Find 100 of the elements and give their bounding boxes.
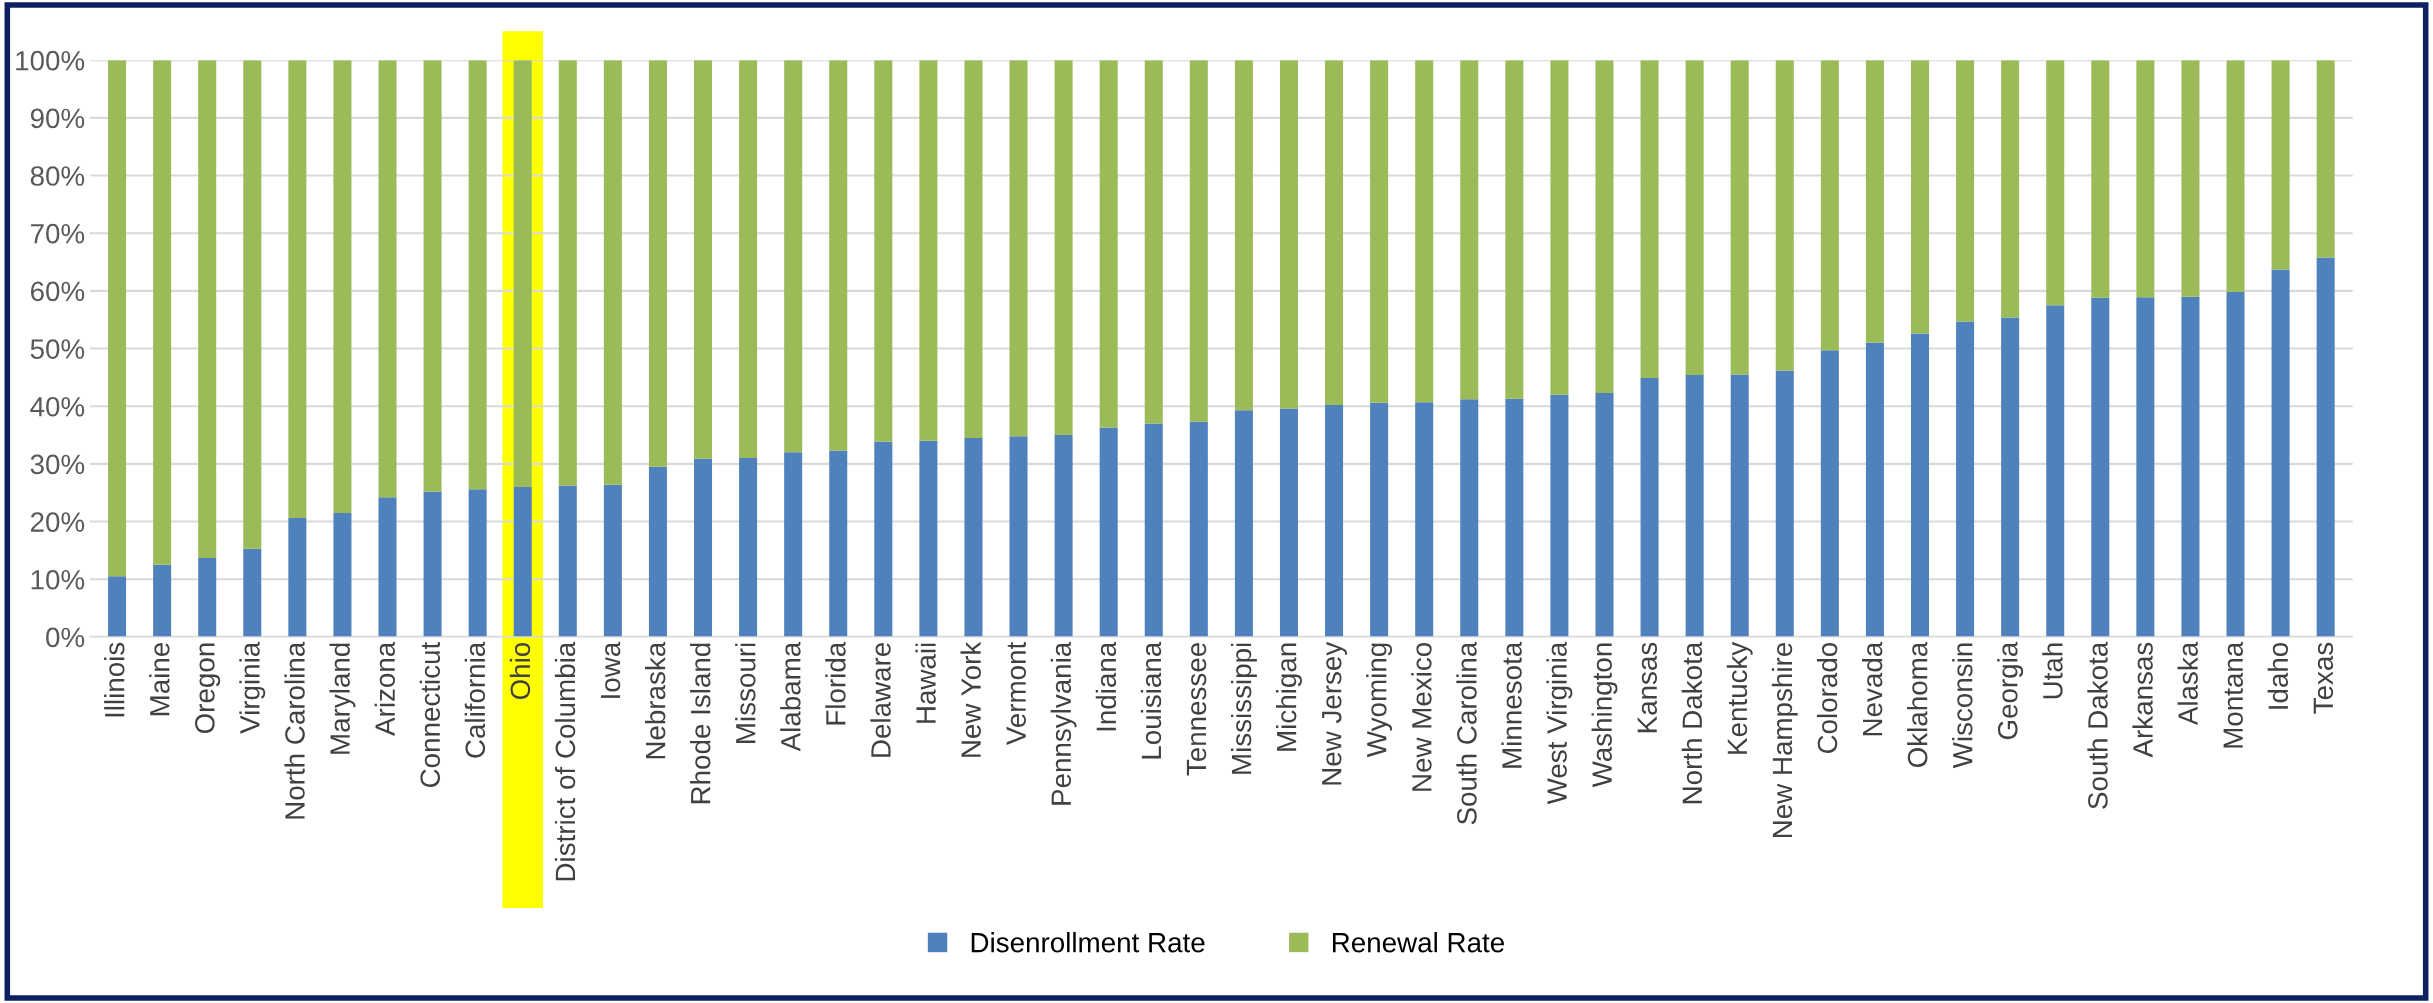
x-tick-label: Hawaii <box>915 643 936 723</box>
bar <box>2271 60 2290 270</box>
x-tick-label: West Virginia <box>1546 641 1573 805</box>
bar <box>1550 60 1569 395</box>
x-tick-label: Arizona <box>374 641 395 736</box>
x-tick-label: South Carolina <box>1456 641 1477 825</box>
x-tick-label: Maine <box>149 642 170 716</box>
x-tick-label: Virginia <box>239 641 266 734</box>
bar <box>1640 60 1659 378</box>
bar <box>423 60 442 492</box>
y-tick-label: 30% <box>30 454 85 475</box>
legend-label: Disenrollment Rate <box>971 932 1205 953</box>
bar <box>1234 410 1253 637</box>
bar <box>1685 60 1704 376</box>
bar <box>1144 423 1163 637</box>
bar <box>1099 427 1118 637</box>
bar <box>1370 402 1389 637</box>
y-tick-label: 10% <box>31 569 85 590</box>
bar <box>2136 60 2155 298</box>
bar <box>1415 60 1434 403</box>
bar <box>288 518 307 637</box>
bar <box>2271 269 2290 637</box>
bar <box>1775 60 1794 371</box>
x-tick-label: Ohio <box>509 642 531 700</box>
bar <box>468 489 487 637</box>
bar <box>1820 350 1839 637</box>
bar <box>874 60 893 442</box>
bar <box>1009 60 1028 437</box>
bar <box>1640 377 1659 637</box>
x-tick-label: Delaware <box>870 642 891 757</box>
bar <box>378 497 397 637</box>
bar <box>1910 60 1930 334</box>
x-tick-label: Mississippi <box>1230 643 1257 774</box>
bar <box>739 60 758 459</box>
x-tick-label: Oklahoma <box>1907 641 1928 768</box>
bar <box>423 491 442 637</box>
bar <box>513 60 532 487</box>
bar <box>2226 60 2245 293</box>
bar <box>739 458 758 637</box>
bar <box>603 484 622 637</box>
bar <box>108 576 127 637</box>
bar <box>108 60 127 577</box>
bar <box>2001 317 2020 637</box>
bar <box>1234 60 1253 411</box>
bar <box>694 60 713 459</box>
bar <box>784 452 803 637</box>
bar <box>198 557 217 637</box>
bar <box>198 60 217 558</box>
y-tick-label: 0% <box>46 627 85 648</box>
bar <box>1279 60 1298 409</box>
bar <box>153 60 172 565</box>
bar <box>2001 60 2020 318</box>
bar <box>378 60 397 498</box>
y-tick-label: 70% <box>30 223 85 244</box>
x-tick-label: Missouri <box>735 643 756 743</box>
bar <box>513 486 532 637</box>
x-tick-label: Indiana <box>1095 641 1117 731</box>
bar <box>1865 60 1884 343</box>
bar <box>1865 342 1884 637</box>
bar <box>2046 305 2065 637</box>
bar <box>1956 321 1975 637</box>
bar <box>333 60 352 513</box>
bar <box>1595 60 1614 393</box>
x-tick-label: Illinois <box>104 642 125 717</box>
bar <box>2181 296 2200 637</box>
x-tick-label: Rhode Island <box>690 643 711 804</box>
bar <box>1505 398 1524 637</box>
y-tick-label: 90% <box>30 108 85 129</box>
x-tick-label: Alabama <box>780 641 801 752</box>
x-tick-label: Colorado <box>1816 642 1838 754</box>
x-tick-label: Michigan <box>1276 643 1302 751</box>
bar <box>919 440 938 637</box>
y-tick-label: 20% <box>30 512 85 532</box>
bar <box>1054 435 1073 637</box>
bar <box>1415 402 1434 637</box>
bar <box>829 450 848 637</box>
bar <box>2091 297 2110 637</box>
bar <box>1550 394 1569 637</box>
bar <box>919 60 938 441</box>
bar <box>1054 60 1073 436</box>
x-tick-label: Arkansas <box>2132 642 2153 758</box>
bar <box>333 512 352 637</box>
bar <box>1505 60 1524 399</box>
x-tick-label: New Hampshire <box>1771 642 1798 838</box>
x-tick-label: Texas <box>2313 642 2334 714</box>
bar <box>2136 297 2155 637</box>
bar <box>558 60 577 486</box>
bar <box>243 60 262 549</box>
x-tick-label: North Dakota <box>1681 641 1703 804</box>
bar <box>2046 60 2065 306</box>
bar <box>694 458 713 637</box>
bar <box>2316 60 2335 258</box>
bar <box>243 548 262 637</box>
x-tick-label: Wisconsin <box>1952 643 1973 769</box>
x-tick-label: New Mexico <box>1411 642 1432 791</box>
bar <box>1910 333 1930 637</box>
y-tick-label: 50% <box>30 339 85 359</box>
x-tick-label: Tennessee <box>1186 642 1207 776</box>
x-tick-label: Maryland <box>329 643 356 754</box>
x-tick-label: California <box>464 641 486 758</box>
